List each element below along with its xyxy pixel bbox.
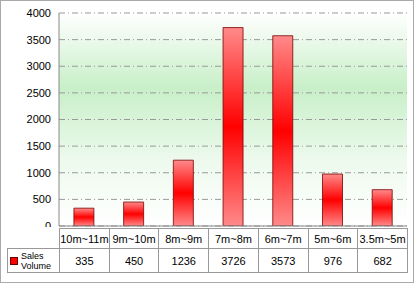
svg-text:0: 0 bbox=[45, 220, 51, 227]
html-text:7m~8m: 7m~8m bbox=[215, 232, 252, 245]
svg-text:2000: 2000 bbox=[27, 113, 51, 125]
html-text:450: 450 bbox=[124, 254, 144, 267]
html-text:3573: 3573 bbox=[270, 254, 296, 267]
html-text:335: 335 bbox=[75, 254, 94, 267]
svg-text:2500: 2500 bbox=[27, 87, 51, 99]
svg-text:1500: 1500 bbox=[27, 140, 51, 152]
html-text:3.5m~5m: 3.5m~5m bbox=[359, 232, 406, 245]
html-text:976: 976 bbox=[323, 254, 342, 267]
svg-text:1000: 1000 bbox=[27, 167, 51, 179]
svg-text:3500: 3500 bbox=[27, 34, 51, 46]
html-text:1236: 1236 bbox=[171, 254, 196, 267]
html-text:3726: 3726 bbox=[221, 254, 246, 267]
svg-text:4000: 4000 bbox=[27, 7, 51, 19]
svg-text:3000: 3000 bbox=[27, 60, 51, 72]
html-text:10m~11m 9m~10m: 10m~11m 9m~10m bbox=[60, 232, 156, 245]
html-text:6m~7m: 6m~7m bbox=[264, 232, 302, 245]
html-text:Sales Volume: Sales Volume bbox=[21, 250, 51, 271]
html-text:8m~9m: 8m~9m bbox=[165, 232, 203, 245]
html-text:5m~6m: 5m~6m bbox=[314, 232, 352, 245]
html-text:682: 682 bbox=[373, 254, 392, 267]
svg-text:500: 500 bbox=[33, 193, 51, 205]
